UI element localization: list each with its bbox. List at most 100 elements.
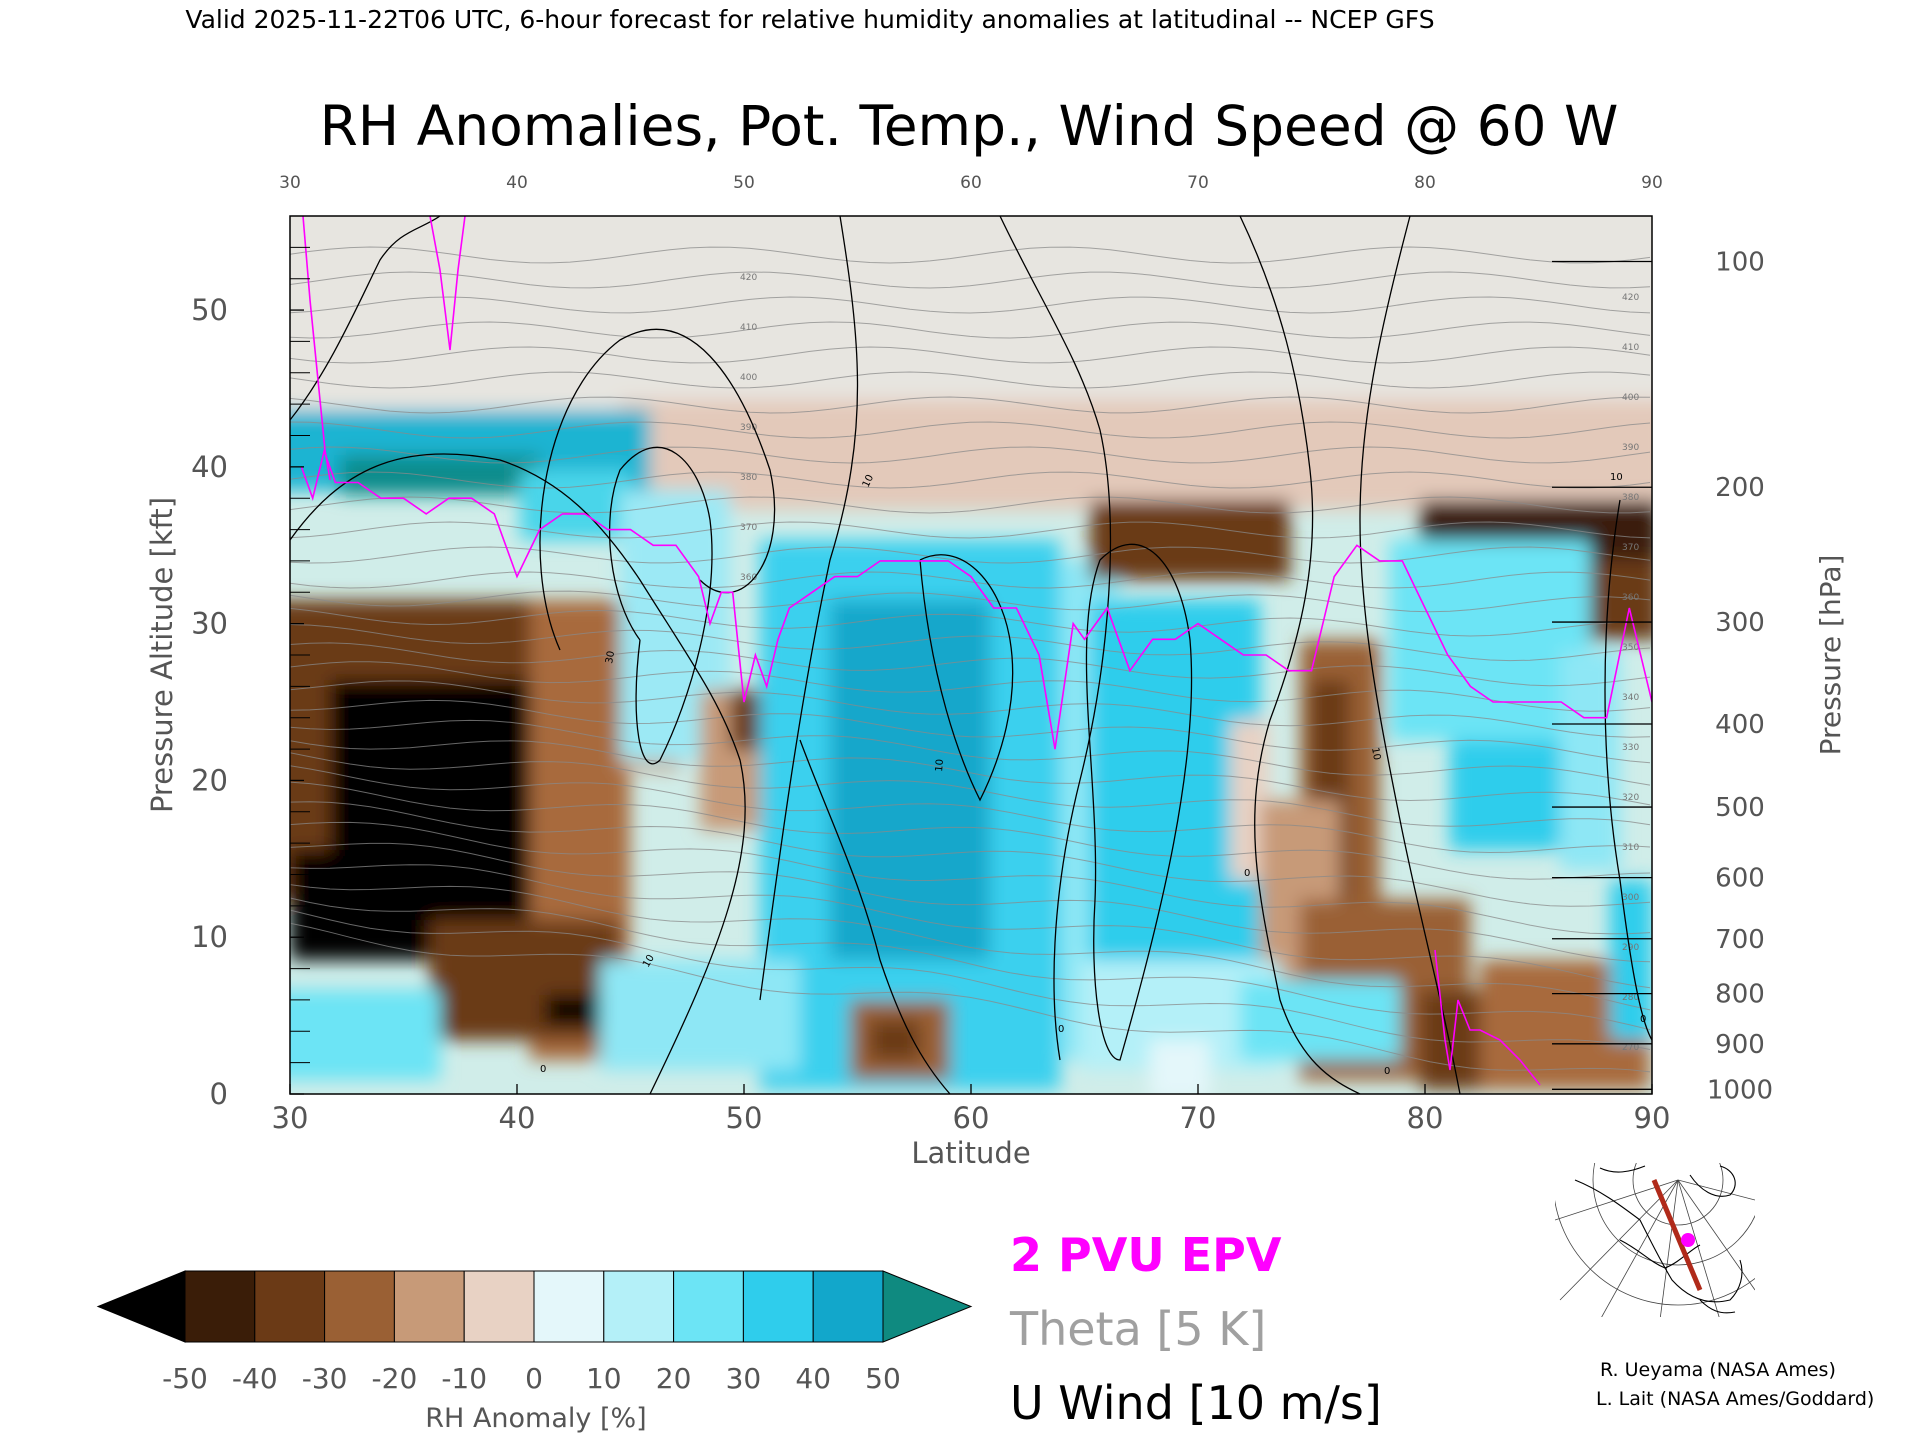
wind-contour-line bbox=[539, 328, 776, 651]
wind-contour-line bbox=[1085, 543, 1193, 1061]
theta-label: 420 bbox=[740, 273, 757, 283]
colorbar-swatch bbox=[533, 1270, 605, 1343]
theta-contour bbox=[290, 396, 1651, 414]
header-text: Valid 2025-11-22T06 UTC, 6-hour forecast… bbox=[185, 5, 1434, 34]
theta-contour bbox=[290, 521, 1651, 539]
theta-label: 420 bbox=[1622, 293, 1639, 303]
theta-contour bbox=[290, 864, 1651, 989]
theta-contour bbox=[290, 897, 1651, 1031]
theta-label: 330 bbox=[1622, 743, 1639, 753]
colorbar: -50 -40 -30 -20 -10 0 10 20 30 40 50 bbox=[96, 1270, 973, 1395]
theta-contour bbox=[290, 296, 1651, 314]
y-tick-label: 40 bbox=[191, 450, 228, 484]
x-top-tick-label: 90 bbox=[1641, 173, 1663, 193]
epv-line bbox=[302, 216, 331, 481]
theta-contour bbox=[290, 590, 1651, 613]
theta-label: 380 bbox=[740, 473, 757, 483]
theta-contour bbox=[290, 699, 1651, 764]
theta-contour bbox=[290, 496, 1651, 514]
colorbar-swatch bbox=[673, 1270, 744, 1343]
theta-contour bbox=[290, 321, 1651, 339]
theta-label: 360 bbox=[740, 573, 757, 583]
wind-contour-line bbox=[608, 446, 713, 765]
theta-label: 300 bbox=[1622, 893, 1639, 903]
theta-label: 410 bbox=[740, 323, 757, 333]
x-tick-label: 90 bbox=[1634, 1101, 1671, 1135]
theta-label: 400 bbox=[1622, 393, 1639, 403]
wind-contours bbox=[290, 216, 1652, 1094]
wind-label-0: 0 bbox=[1244, 868, 1250, 879]
colorbar-label: RH Anomaly [%] bbox=[425, 1403, 646, 1434]
x-top-tick-label: 70 bbox=[1187, 173, 1209, 193]
theta-label: 390 bbox=[740, 423, 757, 433]
x-tick-label: 50 bbox=[726, 1101, 763, 1135]
theta-contour bbox=[290, 922, 1651, 1073]
theta-contour bbox=[290, 801, 1651, 907]
theta-contour bbox=[290, 571, 1651, 589]
colorbar-high-arrow bbox=[882, 1270, 973, 1343]
theta-label: 390 bbox=[1622, 443, 1639, 453]
wind-contour-line bbox=[290, 453, 746, 1094]
wind-label-10: 10 bbox=[1369, 747, 1382, 761]
theta-contour bbox=[290, 821, 1651, 935]
theta-label: 370 bbox=[740, 523, 757, 533]
theta-label: 380 bbox=[1622, 493, 1639, 503]
y-tick-label: 30 bbox=[191, 607, 228, 641]
colorbar-tick-label: -40 bbox=[232, 1362, 278, 1395]
colorbar-swatch bbox=[812, 1270, 884, 1343]
colorbar-tick-label: 30 bbox=[726, 1362, 762, 1395]
y-axis-label-left: Pressure Altitude [kft] bbox=[145, 497, 179, 813]
wind-label-0: 0 bbox=[1058, 1024, 1064, 1035]
epv-line bbox=[1434, 949, 1541, 1086]
theta-label: 400 bbox=[740, 373, 757, 383]
chart-title: RH Anomalies, Pot. Temp., Wind Speed @ 6… bbox=[320, 94, 1619, 158]
wind-contour-line bbox=[759, 216, 859, 1001]
colorbar-tick-label: -20 bbox=[372, 1362, 418, 1395]
colorbar-swatch bbox=[184, 1270, 256, 1343]
colorbar-tick-label: 0 bbox=[525, 1362, 543, 1395]
x-top-tick-label: 60 bbox=[960, 173, 982, 193]
x-axis-label: Latitude bbox=[911, 1136, 1030, 1170]
x-tick-label: 70 bbox=[1180, 1101, 1217, 1135]
wind-contour-line bbox=[919, 554, 1014, 802]
rh-anomaly-field bbox=[290, 216, 1652, 1094]
theta-contour bbox=[290, 371, 1651, 389]
wind-label-10: 10 bbox=[1610, 472, 1623, 483]
wind-label-0: 0 bbox=[1384, 1066, 1390, 1077]
theta-contour bbox=[290, 719, 1651, 786]
epv-line bbox=[429, 216, 466, 351]
colorbar-swatch bbox=[324, 1270, 395, 1343]
theta-label: 410 bbox=[1622, 343, 1639, 353]
theta-contour bbox=[290, 752, 1651, 827]
credit-line-2: L. Lait (NASA Ames/Goddard) bbox=[1596, 1388, 1874, 1410]
theta-contour bbox=[290, 246, 1651, 264]
pressure-tick-label: 800 bbox=[1715, 980, 1765, 1010]
location-marker bbox=[1681, 1233, 1695, 1247]
theta-contour bbox=[290, 346, 1651, 364]
theta-contour bbox=[290, 446, 1651, 464]
x-tick-label: 30 bbox=[272, 1101, 309, 1135]
theta-contour bbox=[290, 781, 1651, 880]
theta-contour bbox=[290, 607, 1651, 637]
wind-contour-line bbox=[999, 216, 1112, 1061]
legend-item-epv: 2 PVU EPV bbox=[1010, 1228, 1282, 1282]
pressure-tick-label: 400 bbox=[1715, 710, 1765, 740]
colorbar-tick-label: 20 bbox=[656, 1362, 692, 1395]
x-tick-label: 60 bbox=[953, 1101, 990, 1135]
theta-contour bbox=[290, 680, 1651, 738]
wind-label-0: 0 bbox=[1640, 1014, 1646, 1025]
pressure-tick-label: 200 bbox=[1715, 473, 1765, 503]
legend: 2 PVU EPV Theta [5 K] U Wind [10 m/s] bbox=[1009, 1228, 1382, 1430]
pressure-tick-label: 500 bbox=[1715, 793, 1765, 823]
colorbar-tick-label: 50 bbox=[865, 1362, 901, 1395]
cross-section-line bbox=[1651, 1179, 1703, 1291]
theta-label: 280 bbox=[1622, 993, 1639, 1003]
theta-contour bbox=[290, 271, 1651, 289]
wind-contour-line bbox=[799, 739, 951, 1094]
x-top-tick-label: 40 bbox=[506, 173, 528, 193]
theta-contour bbox=[290, 471, 1651, 489]
x-tick-label: 80 bbox=[1407, 1101, 1444, 1135]
theta-contours: 2702802903003103203303403503603603703703… bbox=[290, 246, 1651, 1073]
pressure-tick-label: 600 bbox=[1715, 864, 1765, 894]
contour-labels: 30 10 10 10 10 10 0 0 0 0 0 bbox=[540, 472, 1646, 1077]
